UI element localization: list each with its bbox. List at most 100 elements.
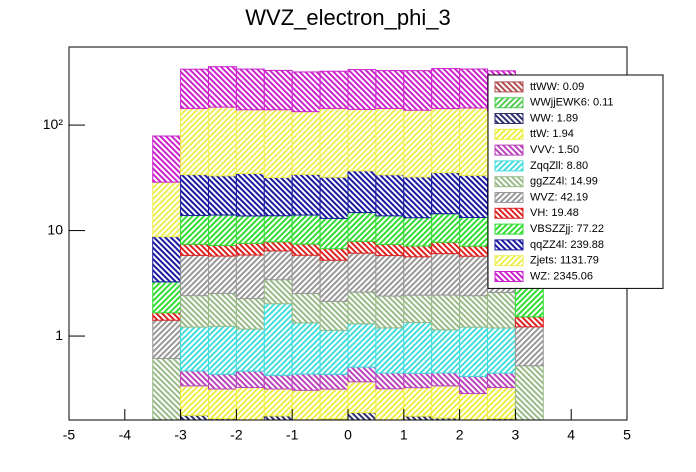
histogram-segment [459, 295, 489, 328]
y-tick-label: 10 [47, 221, 63, 237]
histogram-segment [319, 300, 349, 331]
histogram-segment [403, 70, 433, 111]
legend-swatch [494, 176, 524, 188]
histogram-segment [347, 323, 377, 368]
histogram-segment [235, 370, 265, 389]
legend-swatch [494, 113, 524, 124]
histogram-segment [431, 329, 461, 374]
histogram-segment [291, 214, 321, 245]
histogram-segment [291, 111, 321, 175]
legend-label: ggZZ4l: 14.99 [530, 176, 598, 188]
histogram-segment [347, 252, 377, 293]
x-tick-label: -3 [174, 427, 187, 443]
x-tick-label: 3 [512, 427, 520, 443]
y-tick-label: 1 [55, 327, 63, 343]
histogram-segment [403, 322, 433, 374]
histogram-segment [431, 172, 461, 215]
legend-swatch [494, 223, 524, 235]
x-tick-label: 1 [400, 427, 408, 443]
legend-label: WW: 1.89 [530, 112, 578, 124]
histogram-segment [347, 291, 377, 325]
histogram-segment [347, 212, 377, 242]
histogram-segment [319, 176, 349, 219]
legend-swatch [494, 97, 524, 109]
histogram-segment [180, 326, 210, 372]
histogram-segment [459, 107, 489, 176]
histogram-segment [319, 329, 349, 375]
legend-label: VBSZZjj: 77.22 [530, 223, 604, 235]
histogram-segment [347, 381, 377, 414]
histogram-segment [459, 326, 489, 377]
legend-label: WZ: 2345.06 [530, 270, 593, 282]
histogram-segment [235, 68, 265, 111]
histogram-segment [459, 255, 489, 297]
histogram-segment [263, 69, 293, 111]
histogram-segment [403, 176, 433, 219]
histogram-segment [291, 243, 321, 256]
x-tick-label: -2 [230, 427, 243, 443]
histogram-segment [375, 295, 405, 329]
histogram-segment [152, 281, 182, 314]
histogram-segment [431, 253, 461, 296]
legend-swatch [494, 128, 524, 140]
histogram-segment [291, 322, 321, 375]
histogram-segment [319, 217, 349, 250]
histogram-segment [208, 325, 237, 375]
histogram-segment [375, 174, 405, 217]
legend-swatch [494, 144, 524, 156]
axes: -5 -4 -3 -2 -1 0 1 2 3 4 5 1 10 10² [43, 116, 631, 443]
histogram-segment [180, 254, 210, 297]
histogram-segment [459, 216, 489, 247]
legend-swatch [494, 81, 524, 93]
legend-swatch [494, 207, 524, 219]
histogram-segment [347, 69, 377, 110]
histogram-segment [235, 172, 265, 217]
histogram-segment [235, 215, 265, 244]
histogram-segment [235, 242, 265, 256]
histogram-segment [208, 388, 237, 420]
histogram-segment [180, 243, 210, 256]
histogram-segment [291, 389, 321, 420]
legend: ttWW: 0.09 WWjjEWK6: 0.11 WW: 1.89 ttW: 1.9… [487, 74, 664, 289]
histogram-segment [152, 236, 182, 283]
x-tick-label: 4 [567, 427, 575, 443]
histogram-segment [263, 303, 293, 376]
histogram-segment [459, 245, 489, 257]
histogram-segment [431, 68, 461, 110]
histogram-segment [152, 319, 182, 359]
histogram-segment [487, 291, 516, 329]
histogram-segment [208, 244, 237, 257]
histogram-segment [431, 294, 461, 331]
histogram-segment [459, 174, 489, 218]
histogram-segment [319, 388, 349, 420]
histogram-segment [347, 108, 377, 172]
x-tick-label: 0 [344, 427, 352, 443]
plot-area [152, 66, 544, 420]
histogram-segment [263, 109, 293, 179]
histogram-segment [403, 245, 433, 258]
histogram-segment [319, 373, 349, 390]
histogram-segment [208, 292, 237, 327]
histogram-segment [208, 66, 237, 108]
histogram-segment [263, 250, 293, 281]
legend-label: ttWW: 0.09 [530, 81, 584, 93]
histogram-segment [291, 373, 321, 391]
legend-swatch [494, 160, 524, 172]
histogram-segment [375, 255, 405, 297]
histogram-segment [208, 373, 237, 390]
histogram-segment [347, 240, 377, 254]
histogram-segment [152, 135, 182, 183]
histogram-segment [235, 298, 265, 330]
y-tick-label: 10² [43, 116, 64, 132]
histogram-segment [375, 70, 405, 109]
histogram-segment [235, 254, 265, 300]
histogram-segment [263, 241, 293, 252]
x-tick-label: -4 [119, 427, 132, 443]
histogram-segment [235, 387, 265, 420]
histogram-segment [403, 372, 433, 389]
histogram-segment [263, 388, 293, 417]
histogram-segment [263, 177, 293, 217]
histogram-segment [375, 327, 405, 374]
histogram-segment [291, 173, 321, 216]
